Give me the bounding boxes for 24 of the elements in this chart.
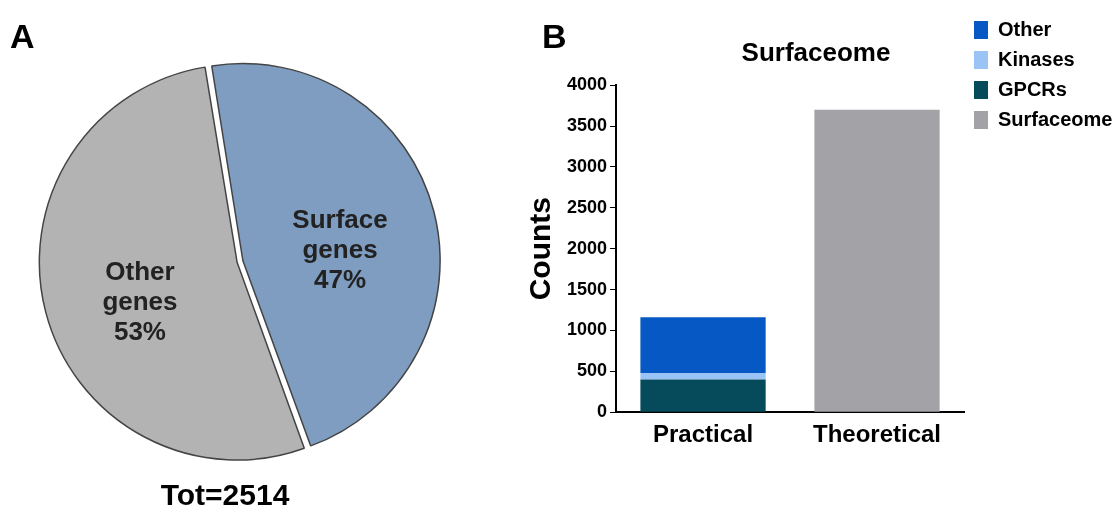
slice-label: Other genes <box>102 255 178 316</box>
x-tick-label: Theoretical <box>812 420 942 448</box>
y-tick-label: 500 <box>577 360 608 381</box>
y-tick-label: 2000 <box>567 237 608 258</box>
data-label: 47% <box>314 263 367 294</box>
y-tick-label: 2500 <box>567 196 608 217</box>
legend-label: GPCRs <box>998 77 1067 100</box>
text: B <box>542 17 567 56</box>
chart-title: Surfaceome <box>741 36 891 67</box>
text: A <box>10 17 35 56</box>
data-label: 53% <box>113 315 166 346</box>
legend-label: Other <box>998 17 1052 40</box>
y-tick-label: 3500 <box>567 115 608 136</box>
y-tick-label: 1000 <box>567 319 608 340</box>
legend-label: Surfaceome <box>998 107 1113 130</box>
y-axis-title: Counts <box>523 197 557 301</box>
legend-label: Kinases <box>998 47 1075 70</box>
y-tick-label: 3000 <box>567 155 608 176</box>
slice-label: Surface genes <box>292 203 388 264</box>
y-tick-label: 1500 <box>567 278 608 299</box>
x-tick-label: Practical <box>652 420 754 448</box>
text: Tot=2514 <box>160 478 290 511</box>
y-tick-label: 0 <box>597 401 608 422</box>
y-tick-label: 4000 <box>567 74 608 95</box>
